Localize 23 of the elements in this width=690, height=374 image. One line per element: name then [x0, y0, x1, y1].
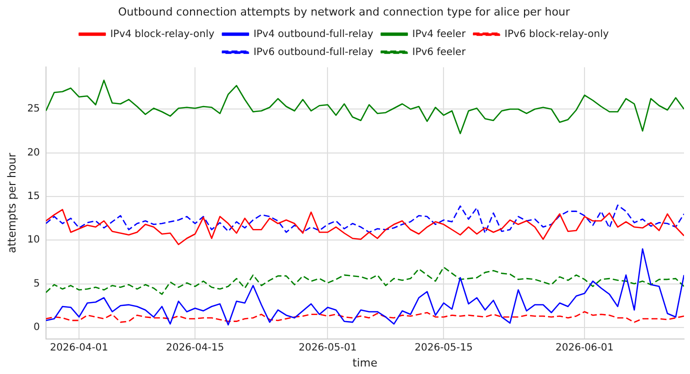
- y-tick-label: 5: [34, 278, 40, 290]
- y-tick-label: 15: [27, 191, 40, 202]
- line-series: [46, 204, 684, 234]
- x-axis-title: time: [352, 356, 378, 370]
- x-tick-label: 2026-05-01: [298, 342, 357, 354]
- x-tick-label: 2026-04-01: [50, 342, 108, 354]
- legend-label: IPv4 outbound-full-relay: [253, 28, 374, 40]
- legend-label: IPv6 outbound-full-relay: [253, 46, 374, 58]
- legend-label: IPv6 block-relay-only: [504, 28, 609, 40]
- x-tick-label: 2026-04-15: [166, 342, 224, 354]
- line-series: [46, 266, 684, 295]
- y-tick-label: 10: [27, 234, 40, 246]
- legend-label: IPv6 feeler: [412, 46, 466, 58]
- y-tick-label: 20: [27, 147, 40, 158]
- y-axis-title: attempts per hour: [5, 152, 18, 254]
- x-tick-label: 2026-05-15: [414, 342, 473, 354]
- x-tick-label: 2026-06-01: [555, 342, 614, 354]
- chart-title: Outbound connection attempts by network and connection type for alice per hour: [118, 5, 570, 18]
- line-series: [46, 311, 684, 323]
- legend-label: IPv4 feeler: [412, 28, 466, 40]
- y-tick-label: 25: [27, 104, 40, 115]
- legend-label: IPv4 block-relay-only: [110, 28, 215, 40]
- y-tick-label: 0: [34, 322, 40, 334]
